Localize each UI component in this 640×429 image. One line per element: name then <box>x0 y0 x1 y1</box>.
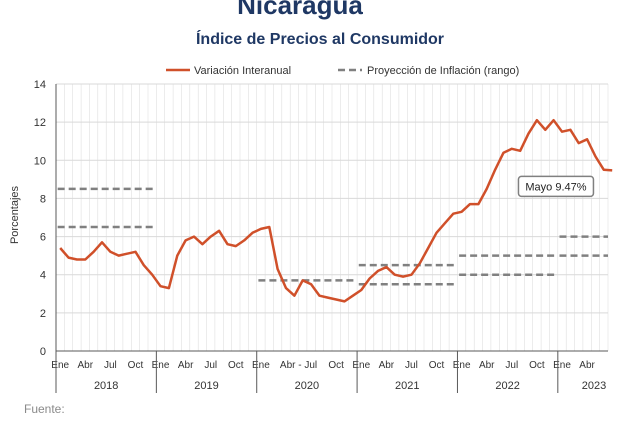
x-tick-label: Ene <box>553 360 571 371</box>
x-tick-label: Jul <box>505 360 518 371</box>
x-tick-label: Abr <box>479 360 495 371</box>
y-tick-label: 6 <box>40 232 46 244</box>
year-label: 2019 <box>194 380 218 392</box>
x-tick-label: Abr <box>178 360 194 371</box>
y-tick-label: 8 <box>40 193 46 205</box>
x-tick-label: Oct <box>429 360 445 371</box>
x-tick-label: Ene <box>252 360 270 371</box>
series-line-variacion-interanual <box>59 118 613 303</box>
legend: Variación Interanual Proyección de Infla… <box>166 65 519 77</box>
year-label: 2018 <box>94 380 118 392</box>
legend-label-projection: Proyección de Inflación (rango) <box>367 65 519 77</box>
chart-title: Índice de Precios al Consumidor <box>196 29 444 48</box>
y-tick-label: 0 <box>40 346 46 358</box>
x-tick-label: Jul <box>204 360 217 371</box>
x-tick-label: Oct <box>529 360 545 371</box>
y-tick-label: 10 <box>34 155 46 167</box>
year-label: 2022 <box>495 380 519 392</box>
year-label: 2023 <box>582 380 606 392</box>
grid <box>55 83 609 352</box>
y-tick-label: 2 <box>40 308 46 320</box>
x-tick-label: Oct <box>228 360 244 371</box>
source-label: Fuente: <box>24 402 65 416</box>
series <box>59 118 613 303</box>
y-tick-label: 4 <box>40 270 46 282</box>
year-label: 2020 <box>295 380 319 392</box>
legend-label-series: Variación Interanual <box>194 65 291 77</box>
year-label: 2021 <box>395 380 419 392</box>
x-tick-label: Jul <box>405 360 418 371</box>
x-tick-label: Ene <box>51 360 69 371</box>
axes: 0 2 4 6 8 10 12 14 Ene Abr Jul Oct Ene Abr Jul Oct Ene Ab… <box>34 79 608 393</box>
country-title: Nicaragua <box>237 0 363 20</box>
x-tick-label: Abr <box>379 360 395 371</box>
x-tick-label: Jul <box>104 360 117 371</box>
x-tick-label: Abr <box>77 360 93 371</box>
x-tick-label: Ene <box>453 360 471 371</box>
x-tick-label: Abr <box>579 360 595 371</box>
annotation-label: Mayo 9.47% <box>525 181 586 193</box>
y-axis-label: Porcentajes <box>9 185 21 244</box>
y-tick-label: 12 <box>34 117 46 129</box>
y-tick-label: 14 <box>34 79 46 91</box>
annotation-box <box>517 175 595 198</box>
x-tick-label: Abr - Jul <box>280 360 317 371</box>
x-tick-label: Oct <box>328 360 344 371</box>
x-tick-label: Ene <box>352 360 370 371</box>
x-tick-label: Oct <box>128 360 144 371</box>
annotation: Mayo 9.47% <box>517 175 595 198</box>
x-tick-label: Ene <box>152 360 170 371</box>
projection-ranges <box>57 187 608 286</box>
